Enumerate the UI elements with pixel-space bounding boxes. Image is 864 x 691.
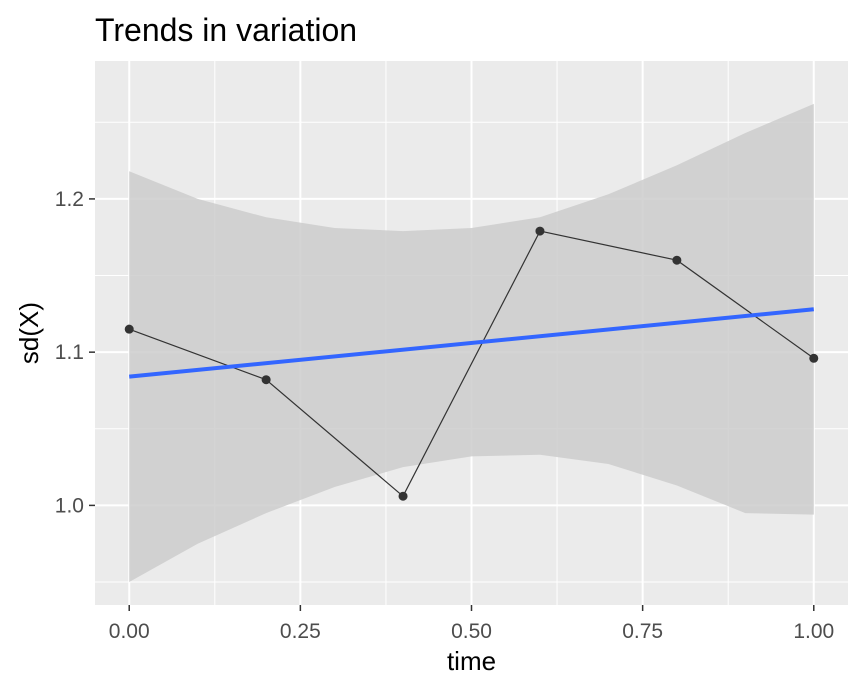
x-tick-label: 0.00 bbox=[109, 620, 150, 643]
data-point bbox=[535, 226, 545, 236]
x-tick-label: 1.00 bbox=[793, 620, 834, 643]
data-point bbox=[124, 324, 134, 334]
trend-line bbox=[129, 307, 814, 379]
tick-labels: 0.00 0.25 0.50 0.75 1.00 1.0 1.1 1.2 bbox=[55, 188, 834, 643]
y-axis-title: sd(X) bbox=[14, 302, 44, 364]
axis-ticks bbox=[89, 198, 815, 611]
data-point bbox=[398, 491, 408, 501]
x-tick-label: 0.75 bbox=[622, 620, 663, 643]
data-point bbox=[672, 255, 682, 265]
series-line bbox=[128, 230, 815, 498]
x-axis-title: time bbox=[447, 646, 496, 676]
y-tick-label: 1.2 bbox=[55, 188, 84, 211]
x-tick-label: 0.25 bbox=[280, 620, 321, 643]
y-tick-label: 1.1 bbox=[55, 341, 84, 364]
data-points bbox=[124, 226, 819, 501]
data-point bbox=[261, 375, 271, 385]
x-tick-label: 0.50 bbox=[451, 620, 492, 643]
y-tick-label: 1.0 bbox=[55, 494, 84, 517]
chart-title: Trends in variation bbox=[95, 12, 357, 48]
data-point bbox=[809, 353, 819, 363]
